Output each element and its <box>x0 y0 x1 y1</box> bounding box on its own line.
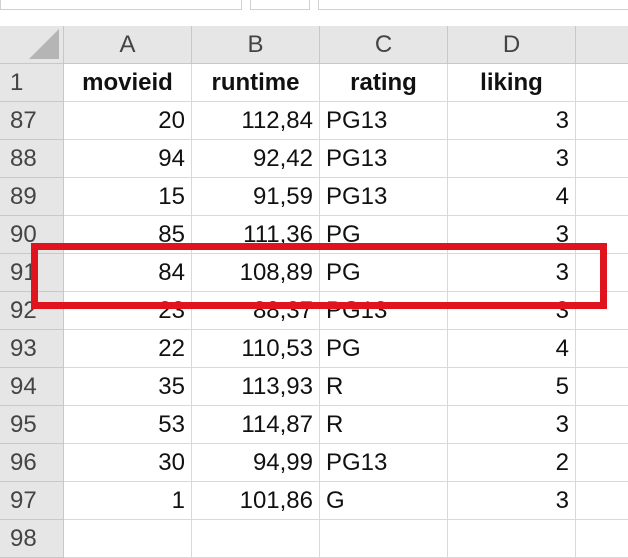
row-header-87[interactable]: 87 <box>0 102 64 140</box>
liking-cell[interactable]: 2 <box>448 444 576 482</box>
liking-cell[interactable]: 3 <box>448 254 576 292</box>
runtime-cell[interactable]: 101,86 <box>192 482 320 520</box>
empty-cell[interactable] <box>576 102 628 140</box>
row-header-89[interactable]: 89 <box>0 178 64 216</box>
empty-cell[interactable] <box>576 178 628 216</box>
runtime-cell[interactable]: 113,93 <box>192 368 320 406</box>
formula-input[interactable] <box>318 0 628 10</box>
select-all-corner[interactable] <box>0 26 64 64</box>
empty-cell[interactable] <box>576 292 628 330</box>
empty-cell[interactable] <box>576 216 628 254</box>
liking-cell[interactable]: 3 <box>448 482 576 520</box>
movieid-cell[interactable]: 15 <box>64 178 192 216</box>
runtime-cell[interactable] <box>192 520 320 558</box>
empty-cell[interactable] <box>576 520 628 558</box>
liking-cell[interactable]: 5 <box>448 368 576 406</box>
name-box[interactable] <box>0 0 242 10</box>
movieid-cell[interactable]: 53 <box>64 406 192 444</box>
row-header-97[interactable]: 97 <box>0 482 64 520</box>
movieid-cell[interactable]: 35 <box>64 368 192 406</box>
row-header-92[interactable]: 92 <box>0 292 64 330</box>
liking-cell[interactable] <box>448 520 576 558</box>
runtime-cell[interactable]: 94,99 <box>192 444 320 482</box>
liking-cell[interactable]: 3 <box>448 292 576 330</box>
liking-cell[interactable]: 3 <box>448 102 576 140</box>
rating-cell[interactable]: PG13 <box>320 444 448 482</box>
row-header-90[interactable]: 90 <box>0 216 64 254</box>
runtime-cell[interactable]: 108,89 <box>192 254 320 292</box>
rating-cell[interactable]: PG13 <box>320 178 448 216</box>
runtime-cell[interactable]: 114,87 <box>192 406 320 444</box>
runtime-cell[interactable]: 88,37 <box>192 292 320 330</box>
movieid-cell[interactable]: 84 <box>64 254 192 292</box>
movieid-cell[interactable] <box>64 520 192 558</box>
header-cell-rating[interactable]: rating <box>320 64 448 102</box>
rating-cell[interactable]: PG13 <box>320 292 448 330</box>
column-header-b[interactable]: B <box>192 26 320 64</box>
row-header-91[interactable]: 91 <box>0 254 64 292</box>
header-cell-movieid[interactable]: movieid <box>64 64 192 102</box>
rating-cell[interactable]: G <box>320 482 448 520</box>
runtime-cell[interactable]: 110,53 <box>192 330 320 368</box>
rating-cell[interactable]: PG <box>320 330 448 368</box>
column-header-c[interactable]: C <box>320 26 448 64</box>
runtime-cell[interactable]: 91,59 <box>192 178 320 216</box>
formula-bar-strip <box>0 0 628 12</box>
rating-cell[interactable]: R <box>320 368 448 406</box>
runtime-cell[interactable]: 112,84 <box>192 102 320 140</box>
header-cell-liking[interactable]: liking <box>448 64 576 102</box>
empty-cell[interactable] <box>576 444 628 482</box>
movieid-cell[interactable]: 30 <box>64 444 192 482</box>
rating-cell[interactable]: PG <box>320 216 448 254</box>
empty-cell[interactable] <box>576 368 628 406</box>
movieid-cell[interactable]: 22 <box>64 330 192 368</box>
movieid-cell[interactable]: 20 <box>64 102 192 140</box>
formula-controls[interactable] <box>250 0 310 10</box>
movieid-cell[interactable]: 23 <box>64 292 192 330</box>
row-header-88[interactable]: 88 <box>0 140 64 178</box>
column-header-a[interactable]: A <box>64 26 192 64</box>
empty-cell[interactable] <box>576 330 628 368</box>
empty-cell[interactable] <box>576 64 628 102</box>
row-header-95[interactable]: 95 <box>0 406 64 444</box>
liking-cell[interactable]: 4 <box>448 330 576 368</box>
liking-cell[interactable]: 3 <box>448 140 576 178</box>
column-header-d[interactable]: D <box>448 26 576 64</box>
row-header-98[interactable]: 98 <box>0 520 64 558</box>
empty-cell[interactable] <box>576 140 628 178</box>
spreadsheet-grid: A B C D 1 movieid runtime rating liking 87 20 112,8… <box>0 26 628 558</box>
rating-cell[interactable]: PG13 <box>320 102 448 140</box>
runtime-cell[interactable]: 111,36 <box>192 216 320 254</box>
empty-cell[interactable] <box>576 406 628 444</box>
rating-cell[interactable]: PG <box>320 254 448 292</box>
select-all-triangle-icon <box>29 29 59 59</box>
movieid-cell[interactable]: 85 <box>64 216 192 254</box>
runtime-cell[interactable]: 92,42 <box>192 140 320 178</box>
rating-cell[interactable] <box>320 520 448 558</box>
movieid-cell[interactable]: 94 <box>64 140 192 178</box>
rating-cell[interactable]: PG13 <box>320 140 448 178</box>
row-header-1[interactable]: 1 <box>0 64 64 102</box>
liking-cell[interactable]: 3 <box>448 216 576 254</box>
row-header-93[interactable]: 93 <box>0 330 64 368</box>
column-header-e[interactable] <box>576 26 628 64</box>
empty-cell[interactable] <box>576 482 628 520</box>
header-cell-runtime[interactable]: runtime <box>192 64 320 102</box>
liking-cell[interactable]: 4 <box>448 178 576 216</box>
rating-cell[interactable]: R <box>320 406 448 444</box>
row-header-94[interactable]: 94 <box>0 368 64 406</box>
empty-cell[interactable] <box>576 254 628 292</box>
movieid-cell[interactable]: 1 <box>64 482 192 520</box>
liking-cell[interactable]: 3 <box>448 406 576 444</box>
row-header-96[interactable]: 96 <box>0 444 64 482</box>
